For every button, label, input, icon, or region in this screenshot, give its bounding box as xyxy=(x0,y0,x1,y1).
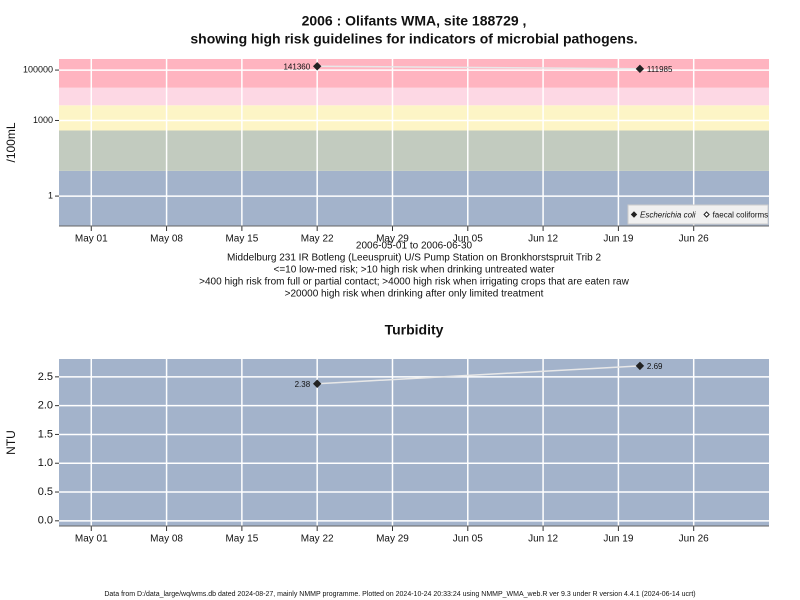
data-point xyxy=(635,361,645,371)
y-tick-label: 0.5 xyxy=(38,486,53,498)
data-point xyxy=(312,379,322,388)
y-tick-label: 1000 xyxy=(33,115,53,125)
chart-title: Turbidity xyxy=(385,322,444,338)
risk-band xyxy=(59,87,769,106)
y-tick-label: 1 xyxy=(48,190,53,200)
x-tick-label: May 08 xyxy=(150,534,183,545)
data-label: 2.38 xyxy=(295,380,311,389)
data-point xyxy=(635,64,645,74)
x-tick-label: May 22 xyxy=(301,534,334,545)
x-tick-label: May 15 xyxy=(225,234,258,245)
x-tick-label: May 08 xyxy=(150,234,183,245)
y-tick-label: 0.0 xyxy=(38,515,53,527)
axis-note: >20000 high risk when drinking after onl… xyxy=(285,289,544,300)
x-tick-label: May 29 xyxy=(376,234,409,245)
legend-marker xyxy=(703,211,710,218)
series-line xyxy=(317,65,640,70)
data-label: 111985 xyxy=(647,65,673,74)
y-tick-label: 2.5 xyxy=(38,371,53,383)
series-line xyxy=(317,365,640,385)
risk-band xyxy=(59,105,769,131)
x-tick-label: May 15 xyxy=(225,534,258,545)
x-tick-label: Jun 05 xyxy=(453,234,483,245)
x-tick-label: May 22 xyxy=(301,234,334,245)
x-tick-label: Jun 12 xyxy=(528,534,558,545)
legend-label: Escherichia coli xyxy=(640,211,696,220)
risk-band xyxy=(59,59,769,88)
data-label: 2.69 xyxy=(647,362,663,371)
x-tick-label: Jun 19 xyxy=(603,534,633,545)
plot-background xyxy=(59,359,769,526)
risk-band xyxy=(59,130,769,171)
x-tick-label: Jun 05 xyxy=(453,534,483,545)
x-tick-label: May 01 xyxy=(75,534,108,545)
y-axis-label: /100mL xyxy=(4,122,18,162)
axis-note: <=10 low-med risk; >10 high risk when dr… xyxy=(274,265,556,276)
data-label: 141360 xyxy=(283,62,310,71)
chart-title: 2006 : Olifants WMA, site 188729 , xyxy=(302,13,527,29)
chart-title: showing high risk guidelines for indicat… xyxy=(190,31,637,47)
x-tick-label: Jun 12 xyxy=(528,234,558,245)
axis-note: 2006-05-01 to 2006-06-30 xyxy=(356,241,473,252)
y-tick-label: 1.5 xyxy=(38,428,53,440)
x-tick-label: Jun 19 xyxy=(603,234,633,245)
legend-marker xyxy=(630,211,638,218)
y-axis-label: NTU xyxy=(4,430,18,455)
footer: Data from D:/data_large/wq/wms.db dated … xyxy=(104,591,695,598)
x-tick-label: Jun 26 xyxy=(679,534,709,545)
x-tick-label: May 01 xyxy=(75,234,108,245)
data-point xyxy=(312,62,322,71)
x-tick-label: May 29 xyxy=(376,534,409,545)
legend-box xyxy=(627,204,769,225)
y-tick-label: 1.0 xyxy=(38,457,53,469)
axis-note: >400 high risk from full or partial cont… xyxy=(199,277,629,288)
x-tick-label: Jun 26 xyxy=(679,234,709,245)
legend-label: faecal coliforms xyxy=(713,211,769,220)
y-tick-label: 2.0 xyxy=(38,400,53,412)
axis-note: Middelburg 231 IR Botleng (Leeuspruit) U… xyxy=(227,253,602,264)
y-tick-label: 100000 xyxy=(23,64,53,74)
